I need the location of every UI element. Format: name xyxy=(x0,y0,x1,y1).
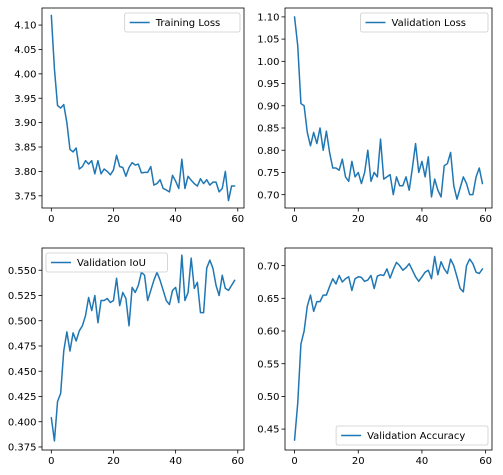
series-line-1 xyxy=(50,14,236,202)
y-tick-label: 0.400 xyxy=(8,417,37,428)
y-tick-label: 3.85 xyxy=(14,143,36,154)
y-tick-label: 0.500 xyxy=(8,316,37,327)
legend-label: Validation IoU xyxy=(77,258,146,269)
y-tick-label: 0.50 xyxy=(257,392,279,403)
y-tick-label: 0.85 xyxy=(257,124,279,135)
legend-box xyxy=(124,12,241,33)
x-tick-label: 40 xyxy=(169,214,182,225)
y-tick-label: 0.475 xyxy=(8,342,37,353)
y-tick-label: 0.55 xyxy=(257,359,279,370)
series-line-1 xyxy=(293,16,484,200)
x-tick-label: 20 xyxy=(352,456,365,467)
y-tick-label: 4.00 xyxy=(14,69,36,80)
x-tick-label: 40 xyxy=(416,456,429,467)
legend-box xyxy=(45,252,168,273)
x-tick-label: 20 xyxy=(107,456,120,467)
legend-label: Training Loss xyxy=(155,18,221,29)
y-tick-label: 0.75 xyxy=(257,168,279,179)
legend-label: Validation Loss xyxy=(392,18,467,29)
legend-box xyxy=(335,425,489,446)
y-tick-label: 0.60 xyxy=(257,327,279,338)
y-tick-label: 0.550 xyxy=(8,266,37,277)
y-tick-label: 3.95 xyxy=(14,94,36,105)
y-tick-label: 3.75 xyxy=(14,191,36,202)
legend: Validation Accuracy xyxy=(335,425,489,446)
x-tick-label: 40 xyxy=(169,456,182,467)
x-tick-label: 60 xyxy=(479,456,492,467)
subplot-training-loss: 0 20 40 60 3.75 3.80 3.85 3.90 3.95 4.00 4.05 4.10 T… xyxy=(14,7,245,225)
x-tick-label: 60 xyxy=(231,456,244,467)
y-tick-label: 1.00 xyxy=(257,57,279,68)
x-tick-label: 40 xyxy=(416,214,429,225)
x-tick-label: 0 xyxy=(291,456,297,467)
legend-label: Validation Accuracy xyxy=(367,431,465,442)
y-tick-label: 3.80 xyxy=(14,167,36,178)
legend: Validation IoU xyxy=(45,252,168,273)
x-tick-label: 20 xyxy=(352,214,365,225)
x-tick-label: 60 xyxy=(231,214,244,225)
x-tick-label: 0 xyxy=(291,214,297,225)
y-tick-label: 0.45 xyxy=(257,425,279,436)
x-tick-label: 20 xyxy=(107,214,120,225)
subplot-validation-accuracy: 0 20 40 60 0.45 0.50 0.55 0.60 0.65 0.70 Validatio… xyxy=(257,247,493,467)
y-tick-label: 4.10 xyxy=(14,21,36,32)
y-tick-label: 0.80 xyxy=(257,146,279,157)
y-tick-label: 0.90 xyxy=(257,101,279,112)
axes-frame xyxy=(41,7,245,209)
y-tick-label: 4.05 xyxy=(14,45,36,56)
x-tick-label: 60 xyxy=(479,214,492,225)
y-tick-label: 0.525 xyxy=(8,291,37,302)
y-tick-label: 0.70 xyxy=(257,190,279,201)
axes-frame xyxy=(284,247,493,451)
y-tick-label: 3.90 xyxy=(14,118,36,129)
y-tick-label: 0.450 xyxy=(8,367,37,378)
subplot-validation-loss: 0 20 40 60 0.70 0.75 0.80 0.85 0.90 0.95 1.00 1.05 1… xyxy=(257,7,493,225)
y-tick-label: 0.375 xyxy=(8,443,37,454)
y-tick-label: 0.95 xyxy=(257,79,279,90)
axes-frame xyxy=(284,7,493,209)
y-tick-label: 0.70 xyxy=(257,261,279,272)
subplot-validation-iou: 0 20 40 60 0.375 0.400 0.425 0.450 0.475 0.500 0.5… xyxy=(8,247,245,467)
x-tick-label: 0 xyxy=(48,456,54,467)
legend: Training Loss xyxy=(124,12,241,33)
axes-frame xyxy=(41,247,245,451)
legend: Validation Loss xyxy=(360,12,489,33)
legend-box xyxy=(360,12,489,33)
y-tick-label: 0.65 xyxy=(257,294,279,305)
series-line-1 xyxy=(293,255,484,441)
y-tick-label: 1.10 xyxy=(257,12,279,23)
y-tick-label: 1.05 xyxy=(257,35,279,46)
x-tick-label: 0 xyxy=(48,214,54,225)
y-tick-label: 0.425 xyxy=(8,392,37,403)
series-line-1 xyxy=(50,254,236,442)
